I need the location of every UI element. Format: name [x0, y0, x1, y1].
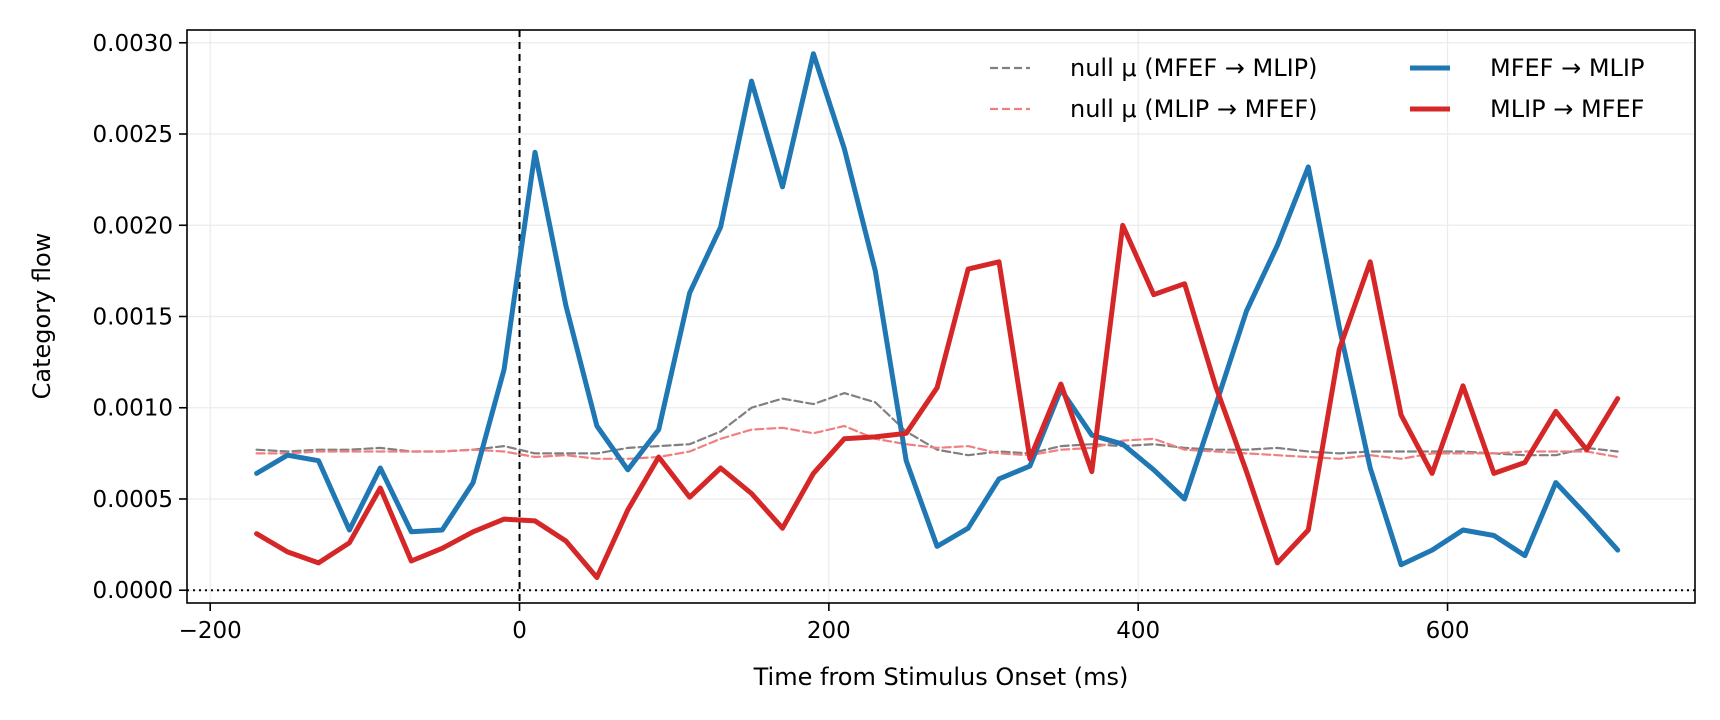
y-tick-label: 0.0030 — [93, 31, 173, 57]
series-lines — [254, 51, 1621, 580]
x-tick-label: 600 — [1426, 618, 1470, 644]
legend-label-1: null μ (MFEF → MLIP) — [1070, 54, 1318, 82]
y-tick-label: 0.0000 — [93, 578, 173, 604]
x-axis-label: Time from Stimulus Onset (ms) — [753, 663, 1129, 691]
y-tick-label: 0.0015 — [93, 305, 173, 331]
x-tick-label: 200 — [807, 618, 851, 644]
y-tick-label: 0.0010 — [93, 396, 173, 422]
y-axis: 0.0000 0.0005 0.0010 0.0015 0.0020 0.0025 0.00… — [93, 31, 187, 604]
series-line-3 — [254, 51, 1621, 568]
x-tick-label: 0 — [512, 618, 527, 644]
y-axis-label: Category flow — [28, 233, 56, 400]
x-tick-label: 400 — [1116, 618, 1160, 644]
legend-label-2: null μ (MLIP → MFEF) — [1070, 95, 1318, 123]
x-axis: −200 0 200 400 600 — [179, 603, 1470, 644]
series-line-4 — [254, 222, 1621, 580]
legend: null μ (MFEF → MLIP) null μ (MLIP → MFEF)… — [990, 54, 1644, 123]
y-tick-label: 0.0005 — [93, 487, 173, 513]
grid — [187, 30, 1695, 603]
x-tick-label: −200 — [179, 618, 242, 644]
y-tick-label: 0.0025 — [93, 122, 173, 148]
legend-label-4: MLIP → MFEF — [1490, 95, 1644, 123]
legend-label-3: MFEF → MLIP — [1490, 54, 1644, 82]
y-tick-label: 0.0020 — [93, 213, 173, 239]
